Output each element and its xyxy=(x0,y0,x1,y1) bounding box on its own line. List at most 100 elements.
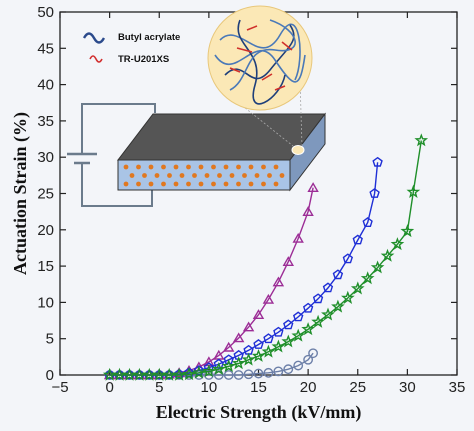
data-point xyxy=(192,365,206,379)
y-tick-label: 35 xyxy=(37,113,54,130)
data-point xyxy=(253,339,264,349)
data-point xyxy=(282,256,295,266)
series-circle xyxy=(104,348,318,380)
data-point xyxy=(263,367,274,378)
x-tick-label: 30 xyxy=(399,379,416,396)
data-point xyxy=(242,321,255,332)
battery-circuit-icon xyxy=(67,103,156,207)
data-point xyxy=(283,319,294,330)
legend: Butyl acrylate TR-U201XS xyxy=(82,32,180,65)
data-point xyxy=(352,234,363,245)
x-tick-label: 5 xyxy=(155,379,163,396)
data-point xyxy=(400,224,415,238)
data-point xyxy=(152,367,167,381)
data-point xyxy=(341,290,355,304)
y-tick-label: 5 xyxy=(46,331,54,348)
axes: −5 0 5 10 15 20 25 30 3505101520253035404550Elec… xyxy=(10,4,465,423)
data-point xyxy=(303,354,314,365)
x-tick-label: 10 xyxy=(201,379,218,396)
y-tick-label: 30 xyxy=(37,149,54,166)
legend-entry: Butyl acrylate xyxy=(82,32,180,44)
data-point xyxy=(369,188,380,198)
data-point xyxy=(291,328,305,342)
x-tick-label: 25 xyxy=(349,379,366,396)
series-line xyxy=(109,162,379,376)
data-point xyxy=(390,237,405,251)
series-line xyxy=(109,187,314,376)
y-tick-label: 20 xyxy=(37,222,54,239)
data-point xyxy=(233,370,244,380)
data-point xyxy=(272,276,285,287)
data-point xyxy=(406,184,421,198)
x-tick-label: 0 xyxy=(105,379,113,396)
x-tick-label: 35 xyxy=(449,379,466,396)
data-point xyxy=(223,370,234,380)
data-point xyxy=(231,356,246,370)
data-point xyxy=(380,248,395,262)
y-axis-title: Actuation Strain (%) xyxy=(10,112,31,275)
data-point xyxy=(112,367,127,381)
x-tick-label: 20 xyxy=(300,379,317,396)
data-point xyxy=(142,367,157,381)
data-point xyxy=(262,293,275,304)
data-point xyxy=(162,367,176,381)
data-point xyxy=(261,344,276,358)
data-point xyxy=(312,293,324,304)
data-point xyxy=(301,322,316,336)
data-point xyxy=(273,366,284,377)
y-tick-label: 50 xyxy=(37,4,54,21)
data-point xyxy=(370,260,385,274)
data-point xyxy=(321,307,335,321)
data-point xyxy=(302,206,314,217)
data-point xyxy=(283,364,294,375)
y-tick-label: 45 xyxy=(37,40,54,57)
y-tick-label: 0 xyxy=(46,367,54,384)
series-triangle xyxy=(103,182,319,380)
polymer-network-magnifier-icon xyxy=(207,5,313,147)
data-point xyxy=(302,302,314,313)
inset-illustration xyxy=(67,5,327,207)
legend-label: TR-U201XS xyxy=(118,54,169,65)
data-point xyxy=(253,368,264,379)
data-point xyxy=(350,281,365,295)
data-point xyxy=(362,217,373,228)
data-point xyxy=(331,299,345,313)
data-point xyxy=(307,182,319,193)
data-point xyxy=(342,253,354,264)
data-point xyxy=(132,367,147,381)
data-point xyxy=(222,341,235,352)
data-point xyxy=(292,232,304,243)
data-point xyxy=(243,369,254,380)
data-point xyxy=(201,364,216,378)
data-point xyxy=(122,367,137,381)
data-point xyxy=(252,309,265,319)
data-point xyxy=(292,311,304,322)
data-point xyxy=(414,133,429,147)
data-point xyxy=(273,326,284,337)
data-point xyxy=(308,348,318,359)
legend-entry: TR-U201XS xyxy=(89,54,169,65)
data-point xyxy=(182,367,196,381)
x-tick-label: −5 xyxy=(51,379,68,396)
y-tick-label: 40 xyxy=(37,77,54,94)
y-tick-label: 25 xyxy=(37,186,54,203)
data-point xyxy=(293,360,304,371)
data-point xyxy=(213,358,225,369)
data-point xyxy=(232,332,245,343)
data-point xyxy=(263,333,274,344)
x-tick-label: 15 xyxy=(250,379,267,396)
y-tick-label: 15 xyxy=(37,258,54,275)
data-point xyxy=(322,282,334,293)
data-point xyxy=(281,334,296,348)
data-point xyxy=(221,359,236,373)
data-point xyxy=(102,367,117,381)
data-point xyxy=(172,367,186,381)
wavy-line-icon xyxy=(82,32,106,44)
data-point xyxy=(332,269,344,280)
data-point xyxy=(241,352,256,366)
data-point xyxy=(372,156,383,167)
data-point xyxy=(251,348,266,362)
film-block-icon xyxy=(116,112,327,192)
data-series xyxy=(102,133,429,381)
